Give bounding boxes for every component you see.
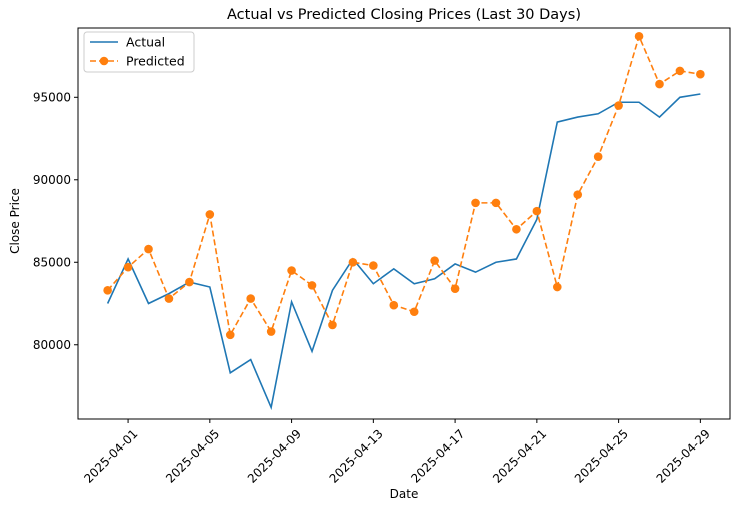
data-point-predicted: [614, 101, 623, 110]
data-point-predicted: [696, 69, 705, 79]
data-point-predicted: [287, 266, 296, 275]
legend-marker-predicted: [99, 56, 109, 66]
plot-frame: [77, 27, 731, 420]
series-line-predicted: [107, 33, 701, 338]
data-point-predicted: [389, 300, 399, 310]
series-line-actual: [106, 93, 701, 411]
data-point-predicted: [307, 281, 317, 290]
x-tick-label: 2025-04-13: [327, 427, 386, 486]
x-tick-label: 2025-04-29: [654, 427, 713, 486]
data-point-predicted: [103, 286, 112, 295]
chart-title: Actual vs Predicted Closing Prices (Last…: [227, 7, 581, 23]
data-point-predicted: [266, 327, 276, 336]
data-point-predicted: [205, 210, 215, 219]
x-tick-label: 2025-04-09: [245, 427, 304, 486]
y-tick-label: 80000: [33, 338, 71, 352]
data-point-predicted: [593, 152, 603, 161]
x-axis-label: Date: [390, 487, 419, 501]
data-point-predicted: [409, 307, 419, 317]
x-tick-label: 2025-04-25: [572, 427, 631, 486]
x-tick-label: 2025-04-01: [81, 427, 140, 486]
data-point-predicted: [491, 198, 501, 208]
data-point-predicted: [634, 31, 644, 41]
data-point-predicted: [369, 261, 378, 270]
x-tick-label: 2025-04-17: [408, 427, 467, 486]
data-point-predicted: [450, 284, 460, 293]
y-tick-label: 85000: [33, 255, 71, 269]
legend-label-actual: Actual: [126, 35, 165, 50]
data-point-predicted: [246, 294, 256, 303]
y-axis-label: Close Price: [8, 188, 22, 254]
data-point-predicted: [552, 282, 562, 292]
data-point-predicted: [348, 257, 358, 267]
data-point-predicted: [573, 190, 583, 199]
data-point-predicted: [532, 206, 542, 216]
data-point-predicted: [225, 330, 235, 340]
axes: 80000 85000 90000 95000 2025-04-01 2025-04-05…: [33, 27, 731, 486]
data-point-predicted: [328, 320, 337, 330]
data-point-predicted: [123, 262, 133, 272]
y-tick-label: 95000: [33, 90, 71, 104]
data-point-predicted: [430, 256, 439, 265]
plot-area: [103, 31, 705, 411]
data-point-predicted: [512, 224, 521, 234]
data-point-predicted: [655, 79, 664, 89]
x-tick-label: 2025-04-05: [163, 427, 222, 486]
x-tick-label: 2025-04-21: [490, 427, 549, 486]
legend: Actual Predicted: [83, 31, 195, 73]
data-point-predicted: [471, 198, 480, 208]
data-point-predicted: [185, 277, 194, 287]
data-point-predicted: [144, 244, 153, 254]
data-point-predicted: [164, 294, 174, 303]
legend-label-predicted: Predicted: [126, 54, 185, 69]
y-tick-label: 90000: [33, 173, 71, 187]
data-point-predicted: [675, 66, 685, 76]
